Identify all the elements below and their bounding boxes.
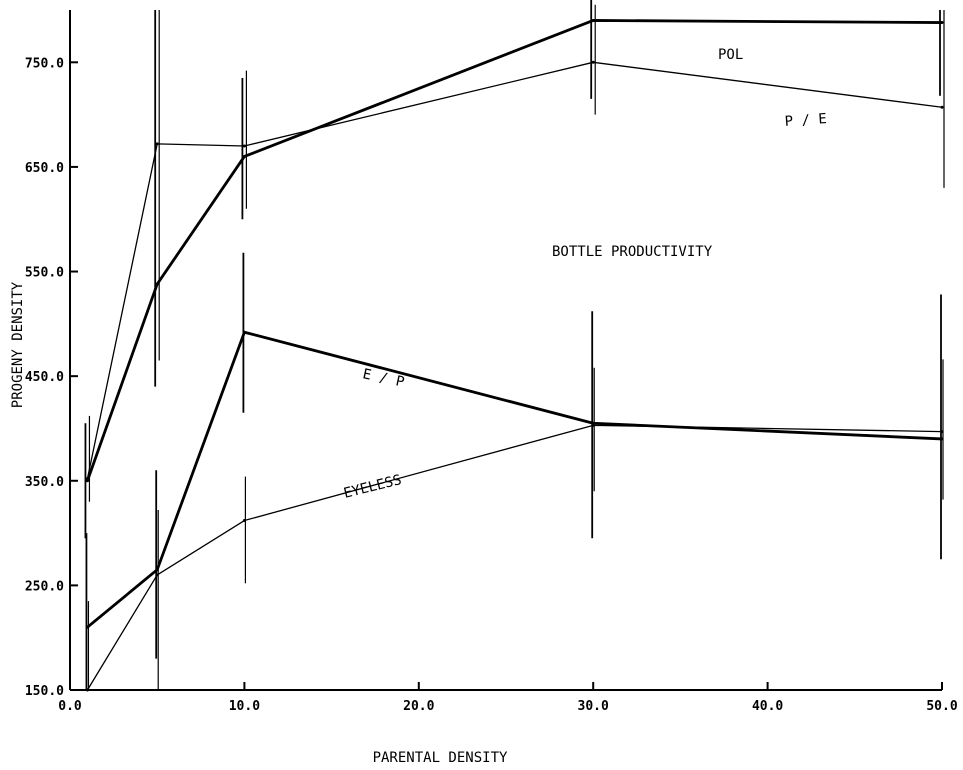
data-point (940, 21, 944, 25)
series-label-pol: POL (718, 47, 743, 63)
data-point (155, 282, 159, 286)
y-axis-title: PROGENY DENSITY (10, 281, 26, 408)
y-tick-label: 150.0 (25, 684, 64, 699)
y-tick-label: 450.0 (25, 370, 64, 385)
x-tick-label: 50.0 (926, 699, 957, 714)
x-tick-label: 10.0 (229, 699, 260, 714)
data-point (940, 430, 944, 434)
data-point (940, 105, 944, 109)
data-point (940, 437, 944, 441)
series-lines (85, 18, 944, 692)
series-label-eyeless: EYELESS (342, 472, 403, 502)
chart-annotation: BOTTLE PRODUCTIVITY (552, 244, 713, 260)
y-tick-label: 350.0 (25, 475, 64, 490)
y-tick-label: 250.0 (25, 579, 64, 594)
series-label-p-e: P / E (784, 111, 827, 130)
series-label-e-p: E / P (361, 366, 406, 390)
data-point (591, 60, 595, 64)
data-point (155, 573, 159, 577)
data-point (155, 142, 159, 146)
x-tick-label: 20.0 (403, 699, 434, 714)
series-line-eyeless (86, 424, 943, 691)
data-point (242, 330, 246, 334)
series-line-e-p (86, 330, 943, 629)
y-tick-label: 650.0 (25, 161, 64, 176)
x-tick-label: 0.0 (58, 699, 82, 714)
x-tick-label: 30.0 (578, 699, 609, 714)
data-point (242, 519, 246, 523)
data-point (591, 423, 595, 427)
data-point (85, 477, 89, 481)
y-tick-label: 750.0 (25, 56, 64, 71)
x-axis-title: PARENTAL DENSITY (373, 750, 508, 766)
labels: PARENTAL DENSITY PROGENY DENSITY BOTTLE … (10, 47, 827, 766)
error-bars (84, 0, 945, 690)
data-point (242, 144, 246, 148)
data-point (85, 479, 89, 483)
data-point (242, 154, 246, 158)
y-tick-label: 550.0 (25, 266, 64, 281)
data-point (155, 568, 159, 572)
data-point (591, 18, 595, 22)
data-point (591, 421, 595, 425)
x-tick-label: 40.0 (752, 699, 783, 714)
axes: 0.0 10.0 20.0 30.0 40.0 50.0 150.0 250.0 350.0 45… (25, 10, 958, 714)
data-point (85, 688, 89, 692)
data-point (85, 625, 89, 629)
